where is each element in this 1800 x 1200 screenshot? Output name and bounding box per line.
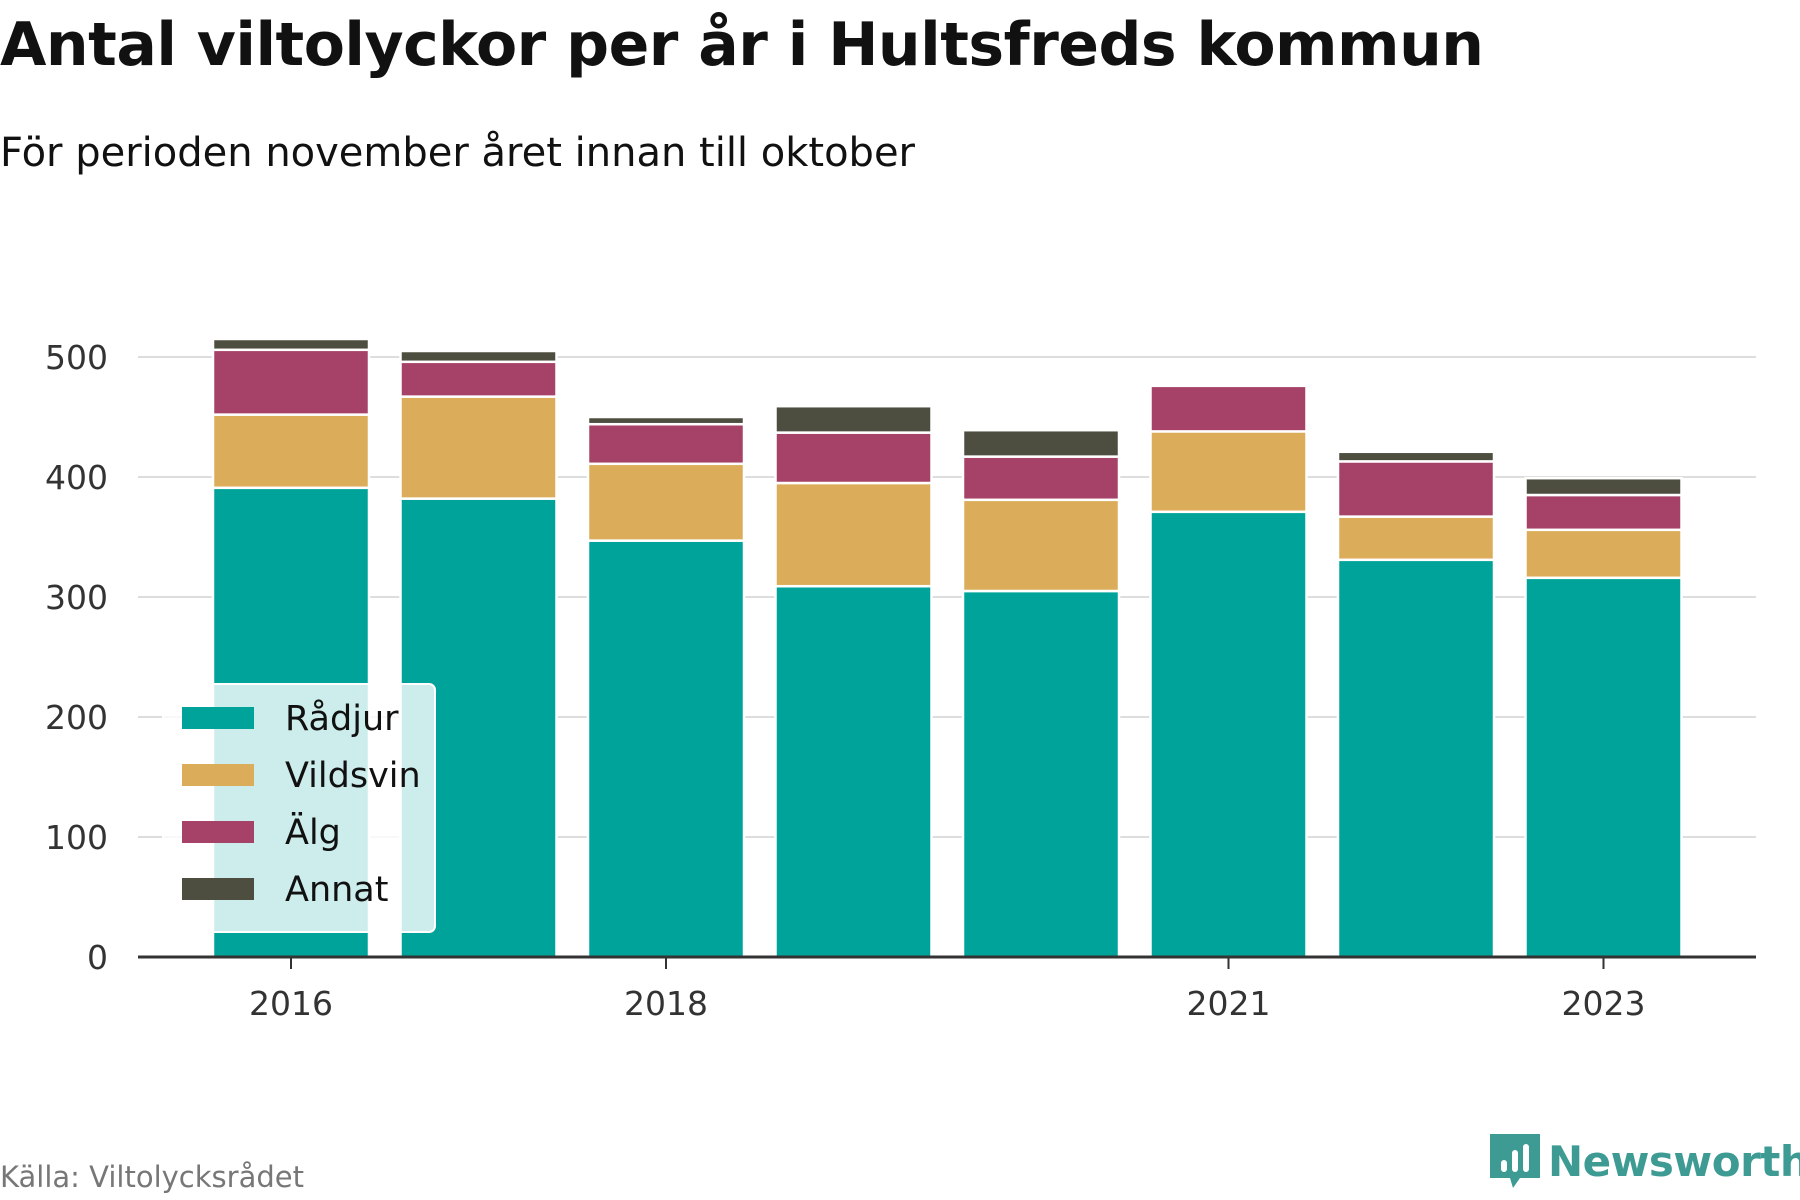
y-tick-label: 500 bbox=[45, 338, 108, 377]
bar-segment bbox=[586, 462, 746, 542]
x-tick-label: 2021 bbox=[1187, 984, 1271, 1023]
y-tick-label: 100 bbox=[45, 818, 108, 857]
bar-segment bbox=[211, 337, 371, 352]
bar-segment bbox=[961, 455, 1121, 502]
bar-segment bbox=[1524, 576, 1683, 959]
bar-segment bbox=[586, 539, 746, 959]
bar-segment bbox=[1149, 510, 1308, 959]
bar-segment bbox=[1149, 382, 1308, 388]
bar-segment bbox=[586, 415, 746, 426]
bar-segment bbox=[399, 349, 558, 364]
x-tick-label: 2023 bbox=[1562, 984, 1646, 1023]
legend-label: Annat bbox=[285, 870, 388, 910]
y-tick-label: 0 bbox=[87, 938, 108, 977]
newsworthy-logo: Newsworthy bbox=[1490, 1134, 1800, 1188]
y-tick-label: 200 bbox=[45, 698, 108, 737]
bar-segment bbox=[961, 428, 1121, 458]
bar-segment bbox=[1524, 476, 1683, 497]
x-tick-label: 2018 bbox=[624, 984, 708, 1023]
y-tick-label: 400 bbox=[45, 458, 108, 497]
bar-segment bbox=[1524, 528, 1683, 580]
bar-segment bbox=[1336, 515, 1496, 562]
bar-segment bbox=[1336, 460, 1496, 518]
bar-segment bbox=[586, 422, 746, 466]
bar-segment bbox=[774, 481, 933, 588]
x-tick-label: 2016 bbox=[249, 984, 333, 1023]
bar-segment bbox=[399, 395, 558, 500]
bar-segment bbox=[1336, 450, 1496, 463]
brand-name: Newsworthy bbox=[1548, 1136, 1800, 1186]
y-tick-label: 300 bbox=[45, 578, 108, 617]
legend-label: Vildsvin bbox=[285, 756, 421, 796]
bar-segment bbox=[1149, 384, 1308, 433]
bar-segment bbox=[961, 589, 1121, 959]
bar-segment bbox=[1149, 430, 1308, 514]
bar-segment bbox=[774, 404, 933, 434]
bar-segment bbox=[399, 360, 558, 398]
bar-segment bbox=[961, 498, 1121, 593]
legend-swatch bbox=[182, 821, 254, 843]
bar-segment bbox=[1336, 558, 1496, 959]
bar-segment bbox=[1524, 493, 1683, 532]
bar-segment bbox=[774, 584, 933, 959]
source-note: Källa: Viltolycksrådet bbox=[0, 1160, 304, 1194]
chart-subtitle: För perioden november året innan till ok… bbox=[0, 130, 915, 176]
bar-segment bbox=[211, 413, 371, 490]
legend-label: Rådjur bbox=[285, 698, 399, 739]
legend-box bbox=[162, 683, 436, 933]
newsworthy-icon bbox=[1490, 1134, 1540, 1188]
bar-segment bbox=[774, 431, 933, 485]
legend-swatch bbox=[182, 878, 254, 900]
chart-title: Antal viltolyckor per år i Hultsfreds ko… bbox=[0, 10, 1484, 80]
legend-swatch bbox=[182, 707, 254, 729]
bar-segment bbox=[211, 348, 371, 416]
legend-label: Älg bbox=[285, 811, 341, 853]
legend-swatch bbox=[182, 764, 254, 786]
